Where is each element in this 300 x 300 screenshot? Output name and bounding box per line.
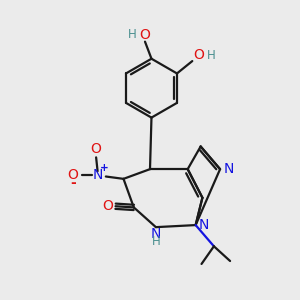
Text: N: N — [223, 162, 233, 176]
Text: O: O — [68, 168, 78, 182]
Text: O: O — [194, 48, 205, 62]
Text: H: H — [128, 28, 137, 41]
Text: O: O — [91, 142, 102, 156]
Text: H: H — [207, 49, 216, 62]
Text: N: N — [199, 218, 209, 232]
Text: H: H — [152, 236, 160, 248]
Text: O: O — [140, 28, 150, 42]
Text: N: N — [92, 168, 103, 182]
Text: -: - — [70, 176, 76, 190]
Text: N: N — [151, 226, 161, 241]
Text: +: + — [100, 163, 108, 173]
Text: O: O — [102, 199, 113, 213]
